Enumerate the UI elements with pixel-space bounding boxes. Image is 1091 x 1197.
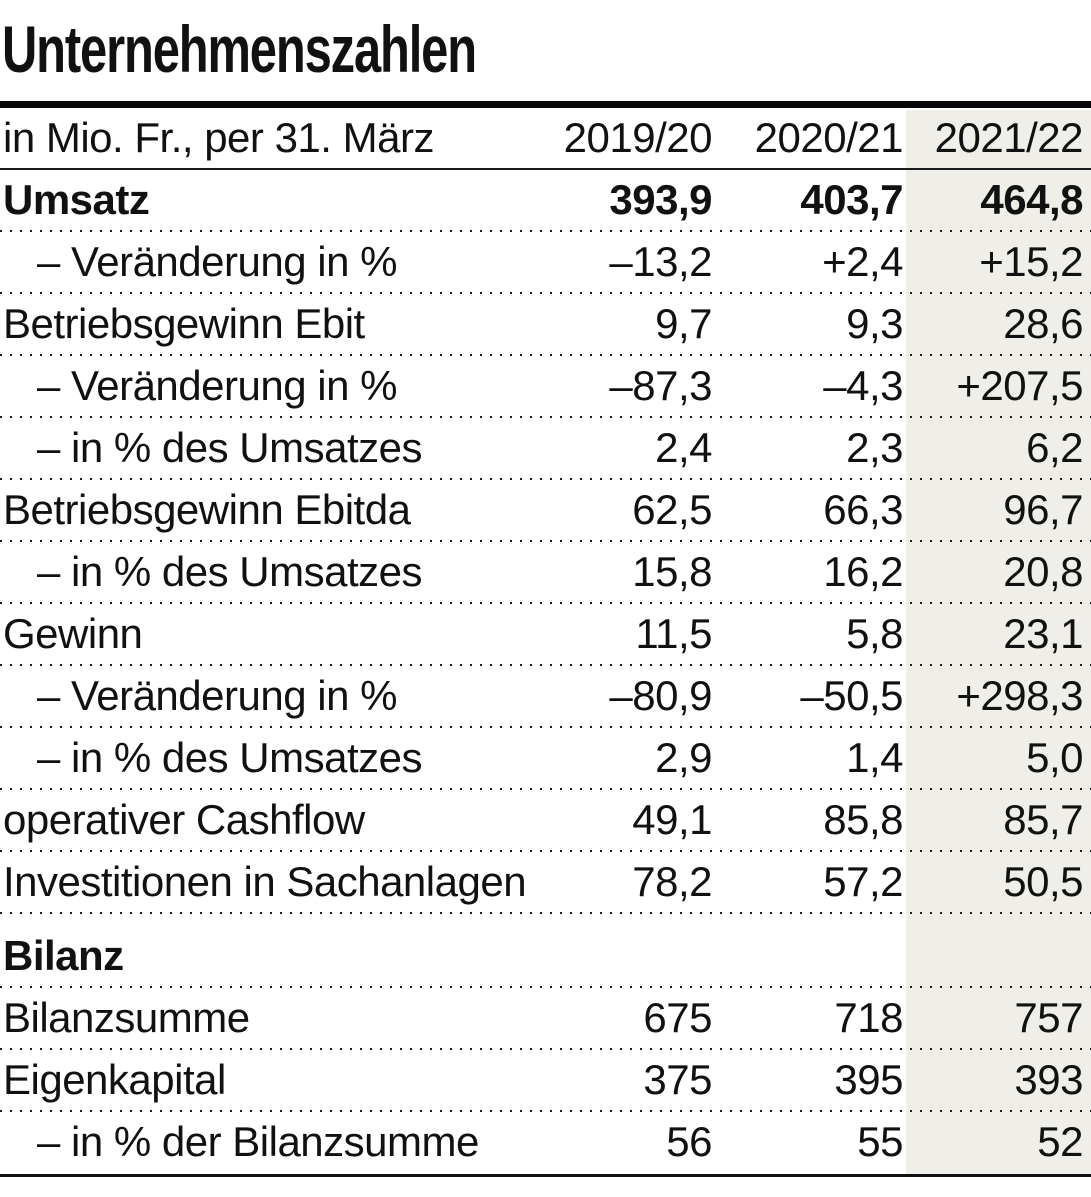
row-label: Gewinn: [3, 610, 143, 657]
row-value: 20,8: [1003, 548, 1083, 595]
row-label: – Veränderung in %: [37, 238, 397, 285]
row-value: 66,3: [823, 486, 903, 533]
table-row: Gewinn 11,5 5,8 23,1: [0, 604, 1091, 666]
row-label: – in % des Umsatzes: [37, 548, 423, 595]
table-row: Umsatz 393,9 403,7 464,8: [0, 170, 1091, 232]
row-value: 56: [666, 1118, 712, 1165]
table-row: – in % des Umsatzes 2,4 2,3 6,2: [0, 418, 1091, 480]
row-value: +207,5: [956, 362, 1083, 409]
title-rule: [0, 101, 1091, 108]
row-value: 85,8: [823, 796, 903, 843]
row-value: 16,2: [823, 548, 903, 595]
row-label: Umsatz: [3, 176, 150, 223]
table-header-row: in Mio. Fr., per 31. März 2019/20 2020/2…: [0, 108, 1091, 170]
row-value: 2,9: [655, 734, 712, 781]
row-value: 62,5: [632, 486, 712, 533]
row-value: 2,3: [846, 424, 903, 471]
row-value: –13,2: [609, 238, 712, 285]
row-value: –4,3: [823, 362, 903, 409]
table-row: – in % des Umsatzes 15,8 16,2 20,8: [0, 542, 1091, 604]
row-value: 757: [1014, 994, 1083, 1041]
table-row: – in % des Umsatzes 2,9 1,4 5,0: [0, 728, 1091, 790]
row-value: 50,5: [1003, 858, 1083, 905]
row-label: Bilanz: [3, 932, 124, 979]
row-value: 2,4: [655, 424, 712, 471]
row-label: – in % der Bilanzsumme: [37, 1118, 479, 1165]
row-value: 11,5: [635, 610, 712, 657]
row-value: 15,8: [632, 548, 712, 595]
table-row: Eigenkapital 375 395 393: [0, 1050, 1091, 1112]
row-label: – in % des Umsatzes: [37, 734, 423, 781]
table-row: – in % der Bilanzsumme 56 55 52: [0, 1112, 1091, 1177]
row-value: +15,2: [979, 238, 1083, 285]
row-label: Betriebsgewinn Ebit: [3, 300, 365, 347]
row-value: 23,1: [1003, 610, 1083, 657]
row-value: 403,7: [800, 176, 903, 223]
unit-label: in Mio. Fr., per 31. März: [3, 114, 434, 161]
table-row: operativer Cashflow 49,1 85,8 85,7: [0, 790, 1091, 852]
row-value: 464,8: [980, 176, 1083, 223]
row-label: Betriebsgewinn Ebitda: [3, 486, 411, 533]
row-value: 393: [1014, 1056, 1083, 1103]
row-value: 78,2: [632, 858, 712, 905]
row-value: 393,9: [609, 176, 712, 223]
table-row: Betriebsgewinn Ebitda 62,5 66,3 96,7: [0, 480, 1091, 542]
row-value: 28,6: [1003, 300, 1083, 347]
row-value: +298,3: [956, 672, 1083, 719]
row-value: 9,3: [846, 300, 903, 347]
page-title: Unternehmenszahlen: [2, 12, 477, 86]
column-header-2019-20: 2019/20: [563, 114, 713, 161]
row-label: operativer Cashflow: [3, 796, 365, 843]
row-value: 675: [643, 994, 712, 1041]
table-row: – Veränderung in % –87,3 –4,3 +207,5: [0, 356, 1091, 418]
table-row: Bilanz: [0, 914, 1091, 988]
column-header-2021-22: 2021/22: [934, 114, 1084, 161]
table-row: Betriebsgewinn Ebit 9,7 9,3 28,6: [0, 294, 1091, 356]
row-value: 375: [643, 1056, 712, 1103]
row-value: –80,9: [609, 672, 712, 719]
row-label: Investitionen in Sachanlagen: [3, 858, 527, 905]
row-value: 5,8: [846, 610, 903, 657]
row-value: 718: [834, 994, 903, 1041]
row-value: 6,2: [1026, 424, 1083, 471]
row-value: 52: [1037, 1118, 1083, 1165]
column-header-2020-21: 2020/21: [754, 114, 904, 161]
row-value: –87,3: [609, 362, 712, 409]
row-value: +2,4: [822, 238, 903, 285]
table-content: Unternehmenszahlen in Mio. Fr., per 31. …: [0, 14, 1091, 1177]
table-row: – Veränderung in % –80,9 –50,5 +298,3: [0, 666, 1091, 728]
table-row: – Veränderung in % –13,2 +2,4 +15,2: [0, 232, 1091, 294]
row-value: 5,0: [1026, 734, 1083, 781]
row-value: 85,7: [1003, 796, 1083, 843]
row-value: 395: [834, 1056, 903, 1103]
row-value: 1,4: [846, 734, 903, 781]
row-value: 57,2: [823, 858, 903, 905]
row-value: 96,7: [1003, 486, 1083, 533]
table-row: Bilanzsumme 675 718 757: [0, 988, 1091, 1050]
table-body: Umsatz 393,9 403,7 464,8 – Veränderung i…: [0, 170, 1091, 1177]
row-value: 49,1: [632, 796, 712, 843]
row-label: – Veränderung in %: [37, 672, 397, 719]
row-label: – Veränderung in %: [37, 362, 397, 409]
row-label: Eigenkapital: [3, 1056, 226, 1103]
row-label: – in % des Umsatzes: [37, 424, 423, 471]
row-label: Bilanzsumme: [3, 994, 250, 1041]
row-value: –50,5: [800, 672, 903, 719]
row-value: 9,7: [655, 300, 712, 347]
table-row: Investitionen in Sachanlagen 78,2 57,2 5…: [0, 852, 1091, 914]
row-value: 55: [857, 1118, 903, 1165]
